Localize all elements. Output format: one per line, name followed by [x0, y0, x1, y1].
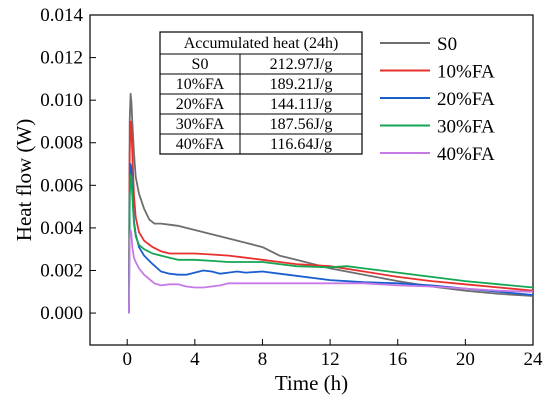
table-cell-value: 116.64J/g	[270, 136, 332, 153]
legend-label: S0	[437, 34, 457, 55]
table-cell-value: 187.56J/g	[270, 116, 333, 133]
y-tick-label: 0.000	[40, 303, 83, 324]
y-tick-label: 0.004	[40, 218, 83, 239]
table-cell-label: S0	[192, 56, 209, 73]
legend: S0 10%FA 20%FA 30%FA 40%FA	[380, 34, 495, 165]
series-line-30pct-fa	[128, 173, 534, 314]
series-layer	[128, 92, 534, 314]
y-tick-label: 0.006	[40, 175, 83, 196]
series-line-10pct-fa	[128, 120, 534, 314]
plot-frame	[89, 14, 534, 346]
table-cell-label: 20%FA	[176, 96, 225, 113]
x-axis-title: Time (h)	[275, 371, 348, 395]
y-axis-ticks: 0.000 0.002 0.004 0.006 0.008 0.010 0.012 0.014	[40, 5, 96, 324]
table-cell-value: 144.11J/g	[270, 96, 332, 113]
series-line-40pct-fa	[128, 229, 534, 314]
table-cell-label: 10%FA	[176, 76, 225, 93]
y-tick-label: 0.010	[40, 90, 83, 111]
series-line-s0	[128, 92, 534, 314]
legend-label: 10%FA	[437, 62, 495, 83]
y-tick-label: 0.014	[40, 5, 83, 26]
y-axis-title: Heat flow (W)	[12, 119, 36, 241]
x-axis-ticks: 0 4 8 12 16 20 24	[122, 339, 543, 370]
table-header: Accumulated heat (24h)	[184, 35, 339, 52]
legend-label: 40%FA	[437, 144, 495, 165]
table-cell-label: 40%FA	[176, 136, 225, 153]
table-cell-value: 212.97J/g	[270, 56, 333, 73]
x-tick-label: 0	[122, 349, 132, 370]
table-cell-value: 189.21J/g	[270, 76, 333, 93]
table-cell-label: 30%FA	[176, 116, 225, 133]
y-tick-label: 0.002	[40, 260, 83, 281]
x-tick-label: 8	[258, 349, 268, 370]
plot-border	[89, 14, 534, 346]
legend-label: 30%FA	[437, 117, 495, 138]
x-tick-label: 16	[388, 349, 407, 370]
y-tick-label: 0.008	[40, 133, 83, 154]
y-tick-label: 0.012	[40, 48, 83, 69]
legend-label: 20%FA	[437, 89, 495, 110]
x-tick-label: 20	[456, 349, 475, 370]
x-tick-label: 4	[190, 349, 200, 370]
accumulated-heat-table: Accumulated heat (24h) S0 212.97J/g 10%FA 18…	[159, 31, 363, 155]
x-tick-label: 24	[524, 349, 544, 370]
x-tick-label: 12	[321, 349, 340, 370]
